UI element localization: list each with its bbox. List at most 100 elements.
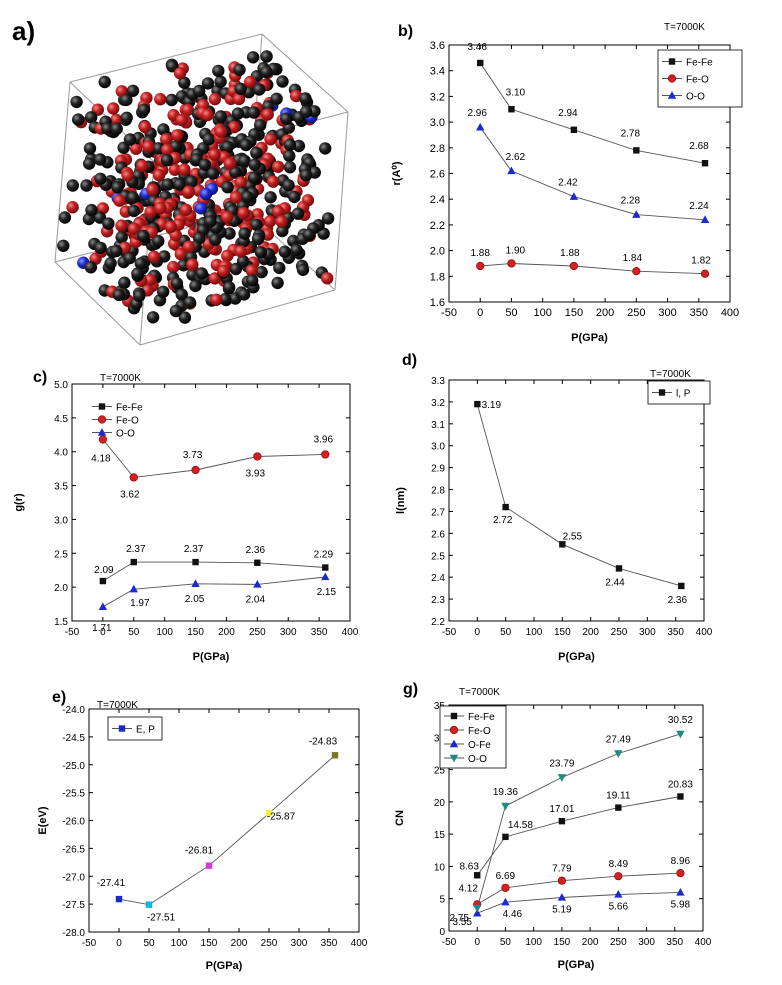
simulation-cube	[54, 33, 349, 346]
o-atom	[138, 120, 152, 134]
data-point	[477, 59, 484, 67]
x-tick-label: 150	[554, 937, 571, 948]
data-point	[501, 802, 510, 811]
y-tick-label: 3.6	[430, 40, 445, 52]
data-label: 8.96	[671, 856, 691, 867]
x-tick-label: 250	[610, 937, 627, 948]
temperature-label: T=7000K	[97, 700, 138, 711]
fe-atom	[280, 112, 293, 125]
o-atom	[266, 175, 280, 188]
fe-atom	[123, 251, 136, 265]
o-atom	[232, 92, 246, 106]
x-tick-label: -50	[82, 938, 97, 949]
data-label: 14.58	[508, 820, 533, 831]
fe-atom	[137, 229, 150, 243]
legend-marker	[668, 58, 676, 65]
fe-atom	[273, 261, 286, 275]
x-tick-label: 350	[690, 307, 708, 319]
x-axis-label: P(GPa)	[571, 332, 608, 344]
fe-atom	[276, 224, 289, 238]
x-tick-label: 350	[666, 937, 683, 948]
x-tick-label: 250	[627, 307, 645, 319]
data-label: 1.71	[92, 623, 112, 634]
data-point	[676, 869, 685, 878]
x-tick-label: 50	[505, 307, 517, 319]
y-tick-label: 5.0	[54, 380, 68, 391]
x-tick-label: 300	[638, 937, 655, 948]
fe-atom	[246, 274, 259, 287]
y-tick-label: 0	[439, 927, 445, 938]
o-atom	[220, 210, 234, 224]
y-tick-label: 4.5	[54, 414, 68, 425]
fe-atom	[72, 113, 85, 126]
y-tick-label: 3.0	[430, 117, 445, 129]
fe-atom	[290, 243, 303, 257]
o-atom	[221, 249, 234, 262]
o-atom	[181, 103, 194, 117]
fe-atom	[250, 218, 263, 231]
y-tick-label: -27.5	[62, 900, 85, 911]
x-tick-label: 250	[611, 627, 628, 638]
data-point	[501, 883, 510, 892]
y-tick-label: -25.5	[62, 789, 85, 800]
chart-c: c) -50 0 50 100 150 200 250 300 350 400 1.5 2.0 2.5 3.…	[13, 369, 359, 663]
data-label: 2.37	[126, 544, 146, 555]
fe-atom	[133, 289, 146, 302]
data-point	[265, 810, 273, 817]
fe-atom	[169, 304, 183, 318]
x-tick-label: -50	[442, 627, 457, 638]
o-atom	[66, 201, 79, 214]
y-tick-label: -24.5	[62, 733, 85, 744]
data-label: -24.83	[309, 736, 338, 747]
data-label: 8.49	[609, 859, 629, 870]
fe-atom	[195, 267, 208, 280]
o-atom	[237, 206, 250, 220]
data-point	[331, 752, 339, 759]
o-atom	[245, 264, 258, 277]
y-tick-label: -28.0	[62, 928, 85, 939]
x-tick-label: -50	[441, 307, 457, 319]
fe-atom	[238, 227, 251, 240]
data-point	[502, 833, 509, 841]
o-atom	[154, 201, 167, 215]
o-atom	[136, 159, 149, 173]
data-label: 3.73	[183, 450, 203, 461]
x-tick-label: 0	[475, 627, 481, 638]
fe-atom	[250, 146, 263, 160]
y-tick-label: 2.9	[431, 464, 445, 475]
data-label: 30.52	[668, 715, 693, 726]
fe-atom	[83, 157, 96, 170]
fe-atom	[221, 181, 234, 194]
fe-atom	[302, 228, 316, 241]
o-atom	[154, 93, 167, 106]
fe-atom	[98, 75, 111, 89]
y-axis-label: CN	[394, 810, 406, 826]
data-point	[678, 582, 685, 590]
fe-atom	[204, 215, 217, 228]
y-tick-label: -26.0	[62, 817, 85, 828]
data-point	[191, 465, 200, 475]
legend-marker	[118, 725, 126, 732]
data-label: 3.55	[452, 917, 472, 928]
data-label: 5.19	[552, 905, 572, 916]
data-point	[558, 817, 566, 825]
o-atom	[152, 169, 166, 182]
y-tick-label: 3.1	[431, 420, 445, 431]
o-atom	[244, 75, 257, 89]
x-tick-label: 250	[249, 627, 266, 638]
y-axis-label: r(A⁰)	[391, 161, 403, 185]
x-tick-label: 200	[231, 938, 248, 949]
data-label: 27.49	[606, 735, 631, 746]
fe-atom	[276, 75, 289, 88]
data-label: 23.79	[549, 758, 574, 769]
data-point	[557, 893, 567, 901]
fe-atom	[175, 288, 188, 301]
y-tick-label: 3.3	[431, 376, 445, 387]
o-atom	[129, 142, 143, 155]
fe-atom	[70, 95, 83, 109]
temperature-label: T=7000K	[459, 687, 500, 698]
fe-atom	[260, 65, 273, 79]
data-point	[569, 261, 578, 271]
o-atom	[174, 247, 187, 261]
x-tick-label: 400	[721, 307, 739, 319]
